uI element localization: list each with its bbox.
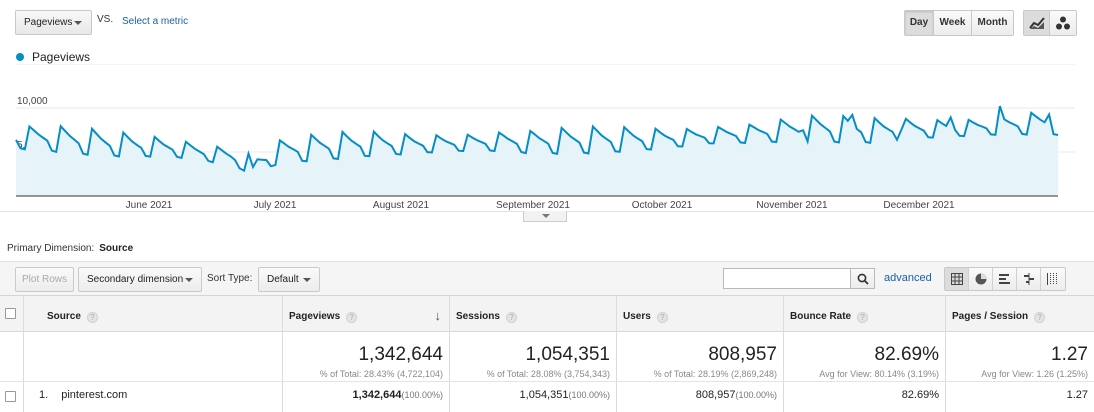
table-view-button[interactable] bbox=[945, 268, 969, 290]
plot-rows-button[interactable]: Plot Rows bbox=[15, 267, 74, 292]
chevron-down-icon bbox=[303, 278, 311, 282]
bar-view-button[interactable] bbox=[993, 268, 1017, 290]
table-header: Source? Pageviews? ↓ Sessions? Users? Bo… bbox=[0, 296, 1094, 332]
primary-dimension: Primary Dimension: Source bbox=[7, 243, 133, 254]
search-button[interactable] bbox=[851, 268, 875, 289]
secondary-dimension-label: Secondary dimension bbox=[87, 274, 184, 285]
primary-dimension-source[interactable]: Source bbox=[99, 243, 134, 254]
line-chart-button[interactable] bbox=[1024, 11, 1050, 35]
total-users: 808,957 % of Total: 28.19% (2,869,248) bbox=[617, 332, 784, 381]
comparison-view-icon bbox=[1023, 273, 1034, 285]
chevron-down-icon bbox=[185, 278, 193, 282]
chart-type-selector bbox=[1023, 10, 1077, 36]
select-all-cell bbox=[0, 296, 24, 331]
sort-descending-icon: ↓ bbox=[434, 308, 442, 323]
sort-type-select[interactable]: Default bbox=[258, 267, 320, 292]
chart-collapse-handle[interactable] bbox=[523, 211, 567, 222]
pie-view-button[interactable] bbox=[969, 268, 993, 290]
row-sessions: 1,054,351(100.00%) bbox=[450, 382, 617, 412]
table-row: 1. pinterest.com 1,342,644(100.00%) 1,05… bbox=[0, 382, 1094, 412]
series-line-pageviews[interactable] bbox=[15, 105, 1059, 173]
total-bounce-rate: 82.69% Avg for View: 80.14% (3.19%) bbox=[784, 332, 946, 381]
row-index: 1. bbox=[39, 389, 49, 401]
period-selector: Day Week Month bbox=[904, 10, 1014, 36]
chevron-down-icon bbox=[542, 214, 550, 218]
help-icon[interactable]: ? bbox=[346, 312, 358, 323]
x-tick-label: October 2021 bbox=[632, 200, 693, 211]
help-icon[interactable]: ? bbox=[656, 312, 668, 323]
pivot-view-button[interactable] bbox=[1041, 268, 1065, 290]
period-month-button[interactable]: Month bbox=[972, 11, 1013, 35]
legend-pageviews: Pageviews bbox=[32, 50, 91, 64]
advanced-filter-link[interactable]: advanced bbox=[884, 272, 932, 284]
row-bounce-rate: 82.69% bbox=[784, 382, 946, 412]
col-header-pages-session[interactable]: Pages / Session? bbox=[946, 296, 1094, 331]
primary-dimension-label: Primary Dimension: bbox=[7, 243, 95, 254]
row-pages-session: 1.27 bbox=[1066, 389, 1088, 401]
help-icon[interactable]: ? bbox=[1034, 312, 1046, 323]
x-tick-label: September 2021 bbox=[496, 200, 570, 211]
period-week-button[interactable]: Week bbox=[934, 11, 972, 35]
total-sessions: 1,054,351 % of Total: 28.08% (3,754,343) bbox=[450, 332, 617, 381]
total-pageviews: 1,342,644 % of Total: 28.43% (4,722,104) bbox=[283, 332, 450, 381]
sort-type-value: Default bbox=[267, 274, 299, 285]
x-tick-label: December 2021 bbox=[883, 200, 955, 211]
series-area-pageviews bbox=[16, 106, 1058, 196]
motion-chart-icon bbox=[1056, 16, 1070, 30]
line-chart-icon bbox=[1028, 17, 1045, 29]
row-pageviews: 1,342,644(100.00%) bbox=[283, 382, 450, 412]
total-pages-session: 1.27 Avg for View: 1.26 (1.25%) bbox=[981, 344, 1088, 379]
secondary-dimension-select[interactable]: Secondary dimension bbox=[78, 267, 202, 292]
col-header-sessions[interactable]: Sessions? bbox=[450, 296, 617, 331]
help-icon[interactable]: ? bbox=[857, 312, 869, 323]
row-source-link[interactable]: pinterest.com bbox=[61, 389, 128, 401]
x-tick-label: August 2021 bbox=[373, 200, 430, 211]
metric-select[interactable]: Pageviews bbox=[15, 10, 92, 35]
comparison-view-button[interactable] bbox=[1017, 268, 1041, 290]
help-icon[interactable]: ? bbox=[505, 312, 517, 323]
col-header-bounce-rate[interactable]: Bounce Rate? bbox=[784, 296, 946, 331]
table-view-icon bbox=[950, 273, 963, 285]
bar-view-icon bbox=[998, 274, 1010, 284]
row-source-cell: 1. pinterest.com bbox=[24, 382, 283, 412]
search-icon bbox=[857, 273, 869, 285]
totals-row: 1,342,644 % of Total: 28.43% (4,722,104)… bbox=[0, 332, 1094, 382]
vs-label: VS. bbox=[97, 14, 114, 25]
col-header-source[interactable]: Source? bbox=[24, 296, 283, 331]
x-tick-label: November 2021 bbox=[756, 200, 828, 211]
col-header-users[interactable]: Users? bbox=[617, 296, 784, 331]
sort-type-label: Sort Type: bbox=[207, 273, 253, 284]
chevron-down-icon bbox=[74, 21, 82, 25]
help-icon[interactable]: ? bbox=[86, 312, 98, 323]
select-metric-link[interactable]: Select a metric bbox=[122, 16, 189, 27]
pie-view-icon bbox=[975, 273, 986, 285]
x-tick-label: July 2021 bbox=[254, 200, 297, 211]
metric-select-label: Pageviews bbox=[24, 17, 73, 28]
pivot-view-icon bbox=[1047, 273, 1057, 285]
x-tick-label: June 2021 bbox=[126, 200, 173, 211]
row-users: 808,957(100.00%) bbox=[617, 382, 784, 412]
row-checkbox[interactable] bbox=[5, 391, 16, 402]
period-day-button[interactable]: Day bbox=[905, 11, 934, 35]
y-tick-label: 10,000 bbox=[17, 96, 48, 107]
table-view-selector bbox=[944, 267, 1066, 291]
table-search-input[interactable] bbox=[723, 268, 851, 289]
select-all-checkbox[interactable] bbox=[5, 308, 16, 319]
col-header-pageviews[interactable]: Pageviews? ↓ bbox=[283, 296, 450, 331]
legend-dot bbox=[16, 53, 24, 61]
motion-chart-button[interactable] bbox=[1050, 11, 1076, 35]
